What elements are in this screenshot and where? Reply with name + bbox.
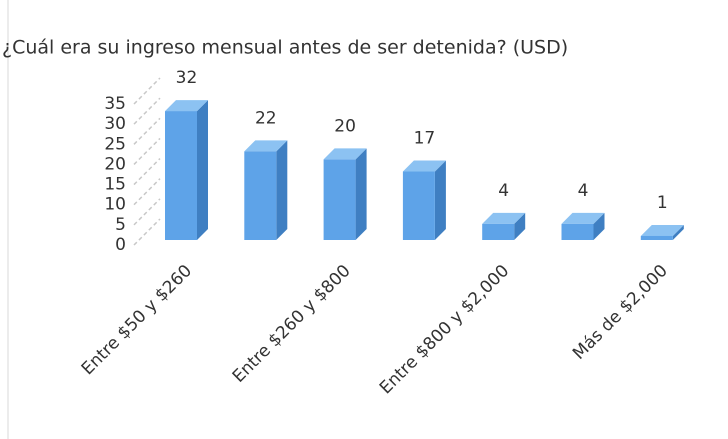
bar-side bbox=[197, 100, 208, 240]
bar-side bbox=[434, 160, 446, 240]
y-tick-label: 35 bbox=[104, 94, 126, 114]
data-label: 1 bbox=[657, 193, 668, 213]
grid-line bbox=[133, 77, 161, 105]
grid-line bbox=[133, 117, 161, 145]
bar-side bbox=[355, 148, 367, 240]
data-label: 32 bbox=[176, 68, 198, 88]
bar-top bbox=[561, 212, 605, 224]
grid-line bbox=[133, 137, 161, 165]
y-tick-label: 25 bbox=[104, 134, 126, 154]
data-label: 4 bbox=[578, 181, 589, 201]
bar bbox=[402, 171, 435, 240]
bar bbox=[640, 235, 673, 240]
bar-top bbox=[244, 140, 288, 152]
bar-top bbox=[640, 224, 684, 236]
grid-line bbox=[133, 198, 161, 226]
bar-side bbox=[514, 212, 526, 240]
bar-side bbox=[672, 224, 684, 240]
grid-line bbox=[133, 97, 161, 125]
grid-line bbox=[133, 218, 161, 246]
y-tick-label: 0 bbox=[115, 235, 126, 255]
bar bbox=[165, 111, 197, 240]
grid-line bbox=[133, 178, 161, 206]
data-label: 22 bbox=[255, 108, 277, 128]
bar-side bbox=[593, 212, 605, 240]
y-tick-label: 30 bbox=[104, 114, 126, 134]
bar-top bbox=[165, 100, 208, 112]
y-tick-label: 10 bbox=[104, 195, 126, 215]
grid-line bbox=[133, 158, 161, 186]
bar bbox=[244, 151, 277, 240]
bar-top bbox=[482, 212, 526, 224]
bar-top bbox=[402, 160, 446, 172]
chart-title: ¿Cuál era su ingreso mensual antes de se… bbox=[2, 37, 568, 59]
bar-top bbox=[323, 148, 367, 160]
bar bbox=[482, 223, 515, 240]
y-tick-label: 5 bbox=[115, 215, 126, 235]
y-tick-label: 15 bbox=[104, 175, 126, 195]
chart-border bbox=[7, 0, 728, 439]
bar-side bbox=[276, 140, 288, 240]
bar bbox=[561, 223, 594, 240]
data-label: 20 bbox=[334, 116, 356, 136]
bar bbox=[323, 159, 356, 240]
data-label: 17 bbox=[414, 129, 436, 149]
y-tick-label: 20 bbox=[104, 154, 126, 174]
data-label: 4 bbox=[498, 181, 509, 201]
